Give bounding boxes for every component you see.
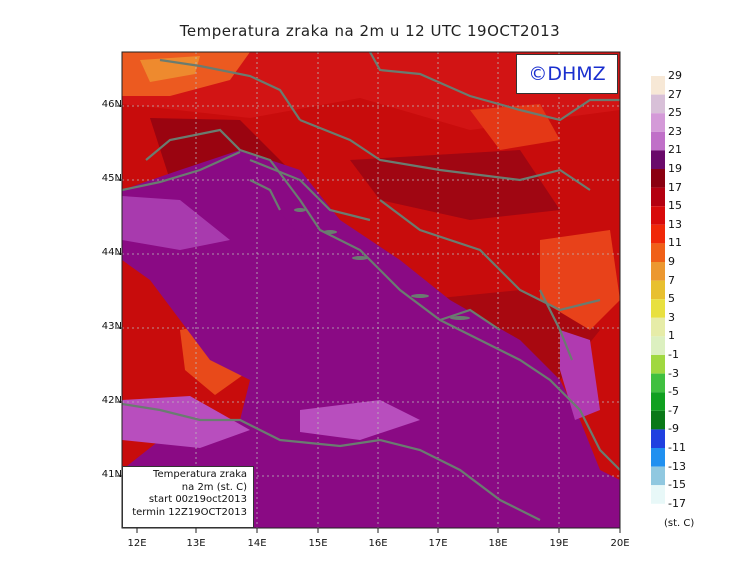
lon-label: 15E [308, 538, 328, 549]
lon-label: 14E [247, 538, 267, 549]
dhmz-logo: ©DHMZ [516, 54, 618, 94]
legend-swatch [651, 410, 665, 430]
map-title: Temperatura zraka na 2m u 12 UTC 19OCT20… [179, 22, 561, 40]
info-line: termin 12Z19OCT2013 [132, 506, 247, 518]
legend-label: 5 [668, 292, 675, 306]
legend-label: 17 [668, 180, 682, 194]
legend-label: -7 [668, 403, 679, 417]
lon-label: 16E [368, 538, 388, 549]
legend-label: -3 [668, 366, 679, 380]
lon-label: 17E [428, 538, 448, 549]
lon-label: 20E [610, 538, 630, 549]
lon-label: 19E [549, 538, 569, 549]
legend-swatch [651, 76, 665, 95]
legend-label: 21 [668, 143, 682, 157]
legend-swatch [651, 187, 665, 207]
legend-label: 11 [668, 236, 682, 250]
legend-swatch [651, 94, 665, 114]
legend-swatch [651, 448, 665, 467]
legend-label: -11 [668, 441, 686, 454]
legend-label: 7 [668, 273, 675, 287]
legend-label: 25 [668, 106, 682, 120]
legend-swatch [651, 131, 665, 151]
legend-swatch [651, 373, 665, 393]
legend-swatch [651, 466, 665, 486]
legend-swatch [651, 243, 665, 262]
legend-colorbar [651, 76, 665, 504]
legend-label: -15 [668, 478, 686, 492]
info-line: Temperatura zraka [153, 469, 247, 480]
legend-label: 19 [668, 162, 682, 175]
legend-label: 13 [668, 217, 682, 231]
legend-swatch [651, 392, 665, 411]
info-line: start 00z19oct2013 [148, 494, 247, 505]
legend-swatch [651, 113, 665, 132]
legend-label: -17 [668, 496, 686, 510]
legend-swatch [651, 485, 665, 504]
legend-swatch [651, 169, 665, 188]
coastlines [122, 52, 620, 521]
islands [294, 208, 470, 320]
legend-swatch [651, 262, 665, 281]
legend-label: -9 [668, 422, 679, 436]
lat-label: 42N [101, 395, 122, 406]
legend-label: 15 [668, 199, 682, 213]
legend-label: -1 [668, 348, 679, 361]
lat-label: 45N [101, 173, 122, 184]
legend-label: 23 [668, 124, 682, 138]
legend-label: 3 [668, 310, 675, 324]
lat-label: 43N [101, 321, 122, 332]
legend-swatch [651, 429, 665, 448]
legend-swatch [651, 280, 665, 300]
legend-label: -5 [668, 385, 679, 399]
lon-label: 18E [488, 538, 508, 549]
legend-swatch [651, 355, 665, 374]
map-frame [121, 51, 621, 529]
legend-label: 9 [668, 255, 675, 268]
legend-swatch [651, 224, 665, 244]
legend-label: 29 [668, 69, 682, 82]
legend-swatch [651, 299, 665, 318]
adriatic-sea [122, 150, 620, 528]
lat-label: 46N [101, 99, 122, 110]
legend-swatch [651, 317, 665, 337]
legend-label: -13 [668, 459, 686, 473]
lat-label: 44N [101, 247, 122, 258]
legend-swatch [651, 150, 665, 169]
lat-label: 41N [101, 469, 122, 480]
legend-unit: (st. C) [664, 518, 695, 529]
legend-swatch [651, 336, 665, 355]
lon-label: 13E [186, 538, 206, 549]
legend-label: 27 [668, 87, 682, 101]
info-box: Temperatura zraka na 2m (st. C) start 00… [122, 466, 254, 528]
info-line: na 2m (st. C) [181, 481, 247, 493]
legend-label: 1 [668, 329, 675, 343]
lon-label: 12E [127, 538, 147, 549]
legend-swatch [651, 206, 665, 225]
